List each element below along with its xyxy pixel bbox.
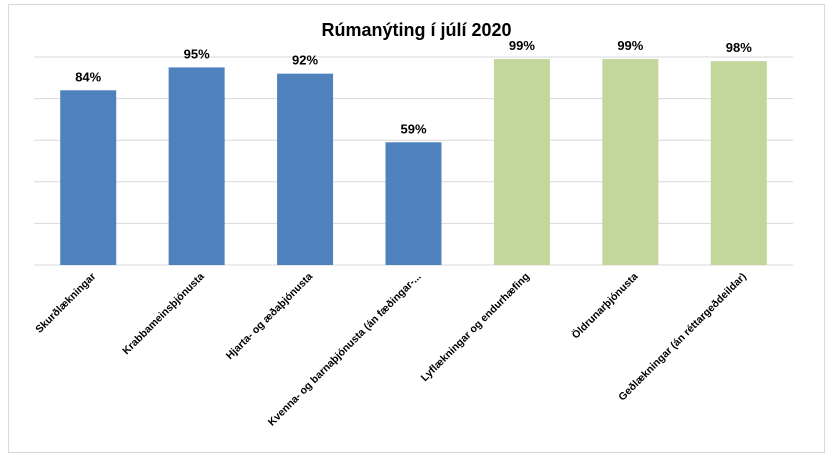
data-label: 99% xyxy=(509,38,535,53)
bar[interactable] xyxy=(493,59,550,265)
bar[interactable] xyxy=(602,59,659,265)
chart-title: Rúmanýting í júlí 2020 xyxy=(321,20,512,40)
bar[interactable] xyxy=(277,73,334,265)
category-label: Öldrunarþjónusta xyxy=(569,270,641,342)
category-label: Hjarta- og æðaþjónusta xyxy=(224,271,316,363)
data-label: 99% xyxy=(617,38,643,53)
bar[interactable] xyxy=(168,67,225,266)
category-label: Krabbameinsþjónusta xyxy=(120,271,207,358)
data-label: 59% xyxy=(400,121,426,136)
bar[interactable] xyxy=(60,90,117,265)
data-label: 84% xyxy=(75,69,101,84)
category-label: Skurðlækningar xyxy=(33,271,98,336)
category-label: Lyflækningar og endurhæfing xyxy=(419,271,532,384)
data-label: 95% xyxy=(184,46,210,61)
data-label: 98% xyxy=(726,40,752,55)
category-axis-labels: Skurðlækningar Krabbameinsþjónusta Hjarta-… xyxy=(33,270,749,429)
data-label: 92% xyxy=(292,53,318,68)
bar[interactable] xyxy=(385,142,442,265)
bars xyxy=(60,59,767,266)
data-labels: 84% 95% 92% 59% 99% 99% 98% xyxy=(75,38,752,136)
bar[interactable] xyxy=(710,61,767,265)
category-label: Geðlækningar (án réttargeðdeildar) xyxy=(616,271,749,404)
